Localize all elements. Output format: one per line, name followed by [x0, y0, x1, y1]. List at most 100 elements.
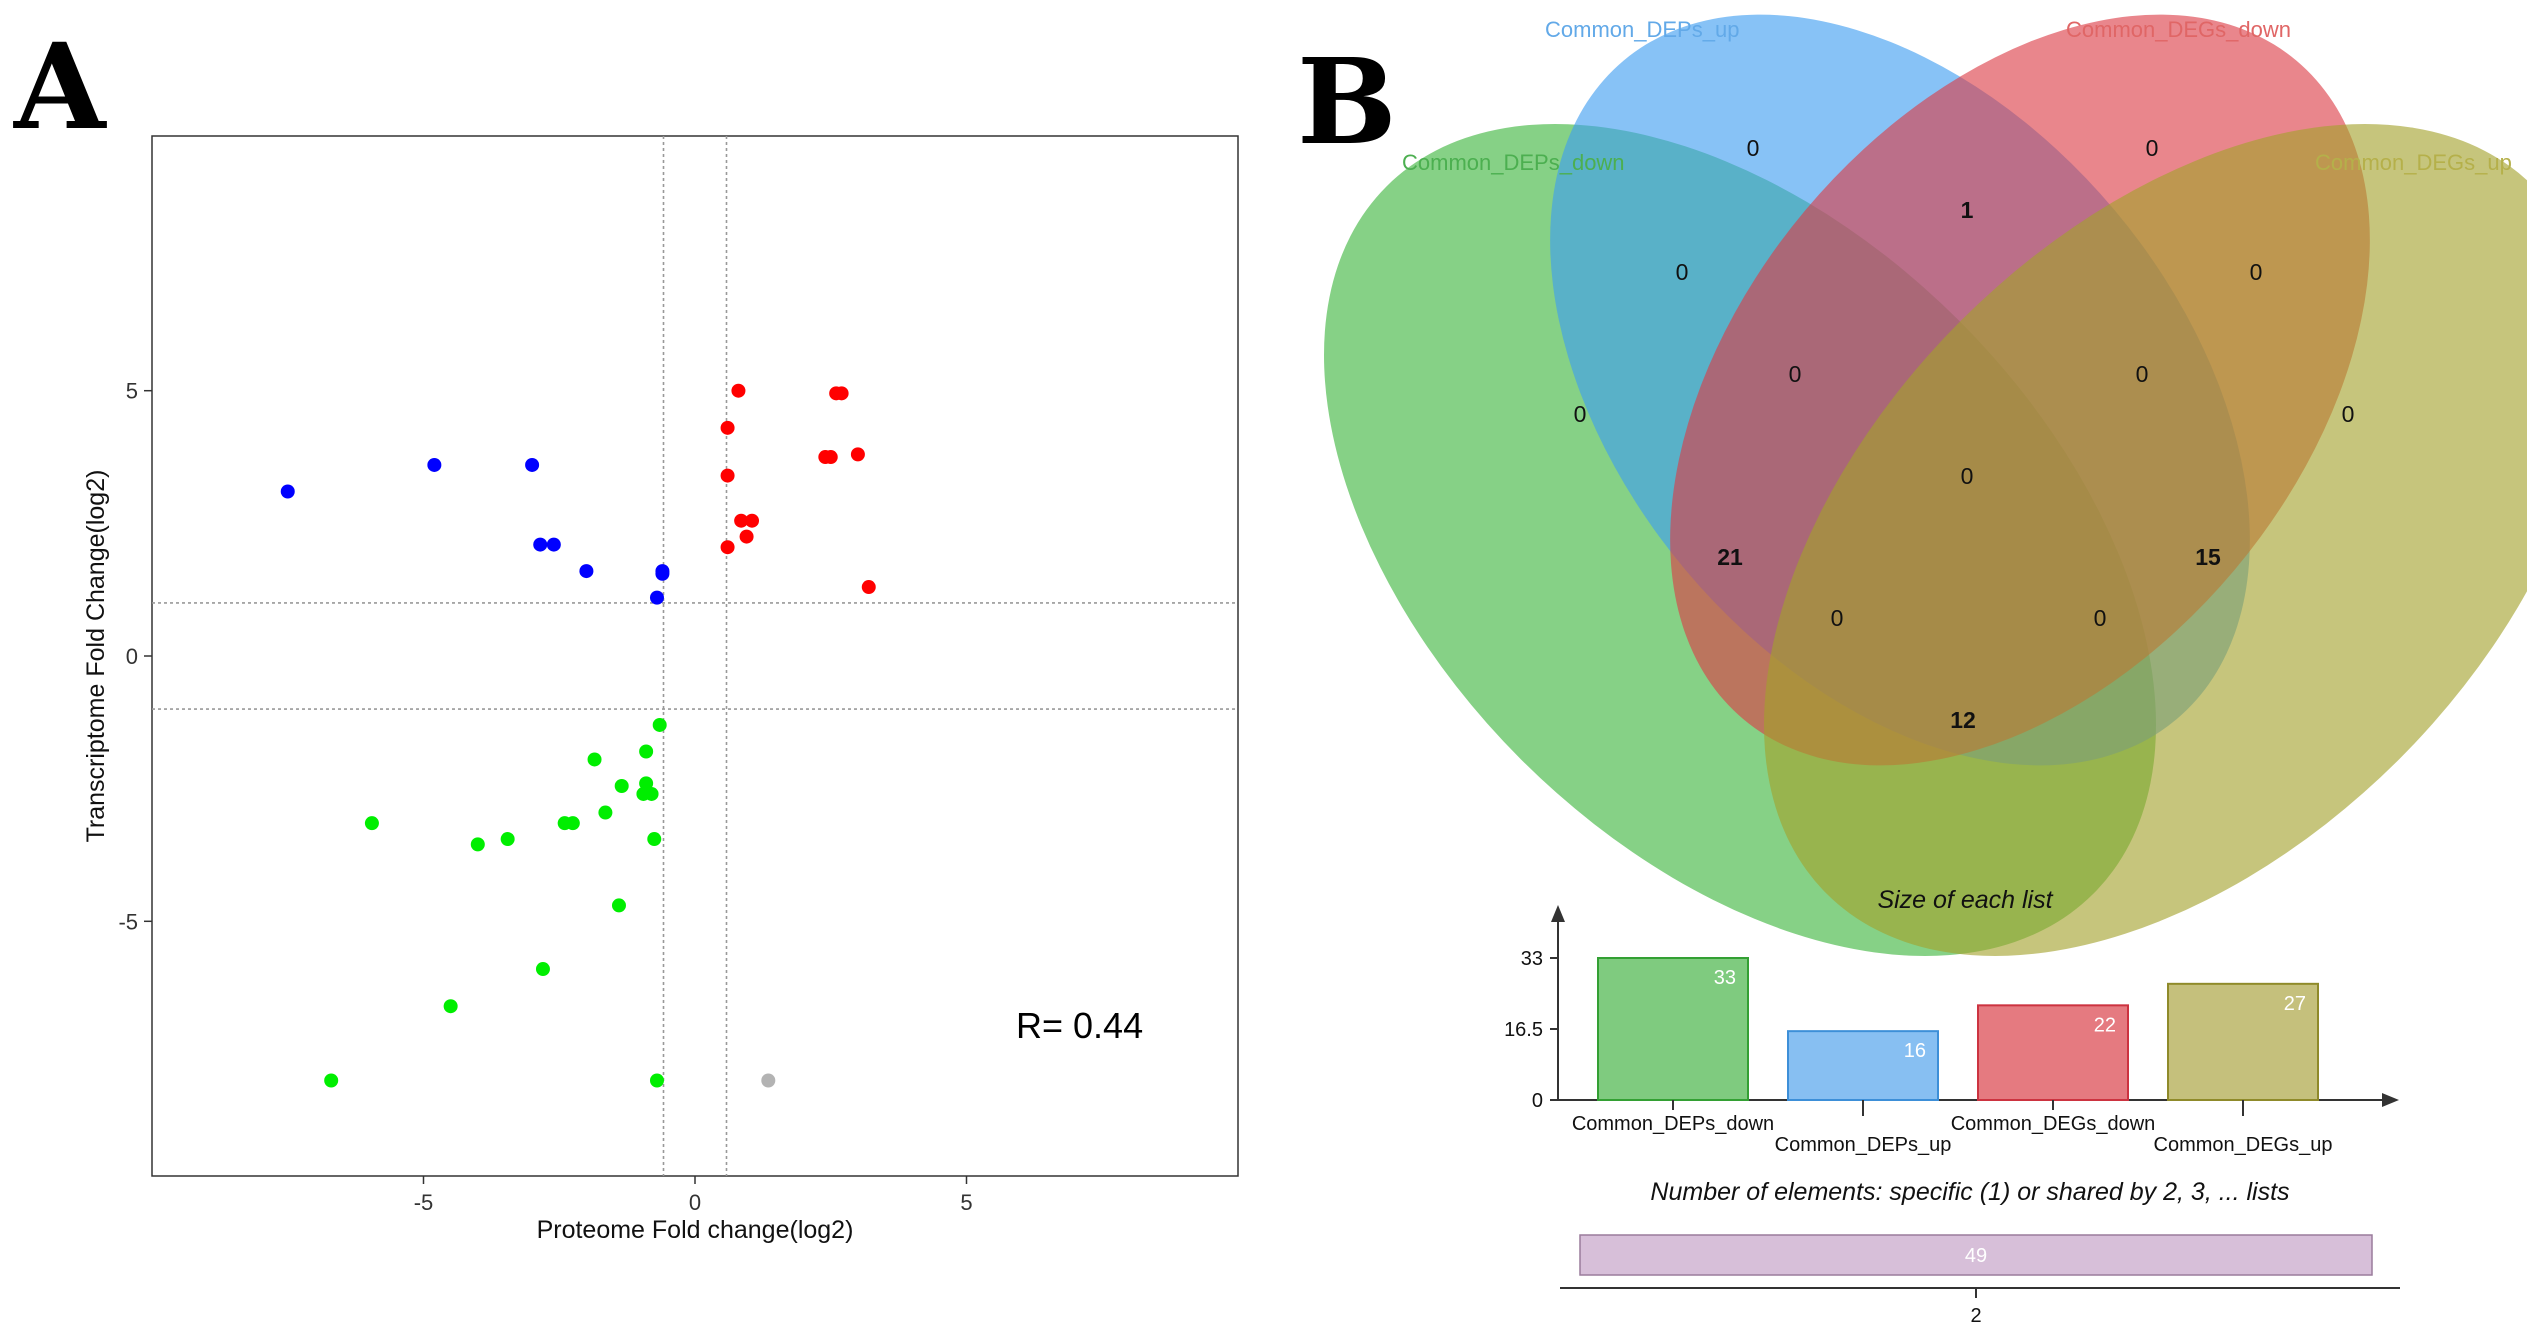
scatter-point-up-up	[823, 450, 838, 465]
scatter-point-up-up	[731, 383, 746, 398]
scatter-point-down-up	[427, 457, 442, 472]
venn-count-deps-down-deps-up-degs-down: 0	[1789, 361, 1802, 387]
list-size-y-tick-label: 33	[1521, 948, 1543, 970]
scatter-point-down-down	[443, 999, 458, 1014]
panel-a-letter: A	[13, 17, 107, 156]
venn-count-deps-down-degs-up: 12	[1950, 707, 1976, 733]
y-tick-label: 0	[126, 644, 138, 669]
scatter-point-up-up	[734, 513, 749, 528]
list-size-category-label: Common_DEGs_up	[2154, 1134, 2333, 1156]
scatter-point-down-up	[533, 537, 548, 552]
scatter-point-down-down	[535, 962, 550, 977]
scatter-point-down-up	[546, 537, 561, 552]
venn-count-deps-down-only: 0	[1574, 401, 1587, 427]
x-tick-label: 0	[689, 1190, 701, 1215]
list-size-title: Size of each list	[1877, 886, 2053, 914]
scatter-point-down-down	[636, 786, 651, 801]
list-size-bar	[1977, 1004, 2129, 1101]
scatter-point-down-down	[652, 717, 667, 732]
axis-ticks: -5 0 5 5 0 -5	[118, 379, 972, 1215]
y-tick-label: -5	[118, 909, 138, 934]
y-tick-label: 5	[126, 379, 138, 404]
set-label-degs-up: Common_DEGs_up	[2315, 150, 2512, 175]
scatter-point-up-up	[739, 529, 754, 544]
venn-ellipse-degs-up	[1764, 124, 2527, 956]
correlation-label: R= 0.44	[1016, 1005, 1143, 1046]
scatter-point-down-down	[500, 832, 515, 847]
list-size-category-label: Common_DEGs_down	[1951, 1113, 2156, 1135]
list-size-bar-value: 16	[1904, 1040, 1926, 1062]
list-size-bars: 33 Common_DEPs_down 16 Common_DEPs_up 22 Comm…	[1572, 957, 2333, 1156]
venn-count-all-four: 0	[1961, 463, 1974, 489]
scatter-point-up-up	[720, 468, 735, 483]
threshold-lines	[152, 136, 1238, 1176]
plot-panel	[151, 135, 1239, 1177]
scatter-point-down-down	[587, 752, 602, 767]
list-size-bar	[1597, 957, 1749, 1101]
scatter-point-down-down	[364, 816, 379, 831]
scatter-point-up-up	[850, 447, 865, 462]
venn-count-deps-down-deps-up-degs-up: 0	[2094, 605, 2107, 631]
x-tick-label: 5	[960, 1190, 972, 1215]
shared-elements-chart: Number of elements: specific (1) or shar…	[1560, 1178, 2400, 1327]
list-size-category-label: Common_DEPs_down	[1572, 1113, 1774, 1135]
set-label-deps-down: Common_DEPs_down	[1402, 150, 1625, 175]
list-size-y-ticks: 33 16.5 0	[1504, 948, 1558, 1112]
shared-elements-title: Number of elements: specific (1) or shar…	[1650, 1178, 2289, 1206]
panel-b-letter: B	[1297, 32, 1397, 171]
list-size-bar-chart: Size of each list 33 16.5 0 33 Common_DEPs_…	[1504, 886, 2399, 1156]
scatter-point-down-down	[639, 776, 654, 791]
scatter-point-down-down	[598, 805, 613, 820]
list-size-bar	[2167, 982, 2319, 1101]
data-points	[280, 383, 876, 1088]
list-size-y-arrow	[1551, 905, 1565, 922]
scatter-point-down-down	[639, 744, 654, 759]
venn-count-deps-down-degs-down: 21	[1717, 544, 1743, 570]
list-size-y-tick-label: 16.5	[1504, 1019, 1543, 1041]
scatter-point-up-up	[861, 580, 876, 595]
venn-count-degs-down-only: 0	[2146, 135, 2159, 161]
venn-count-deps-up-degs-down: 1	[1961, 197, 1974, 223]
x-tick-label: -5	[414, 1190, 434, 1215]
scatter-point-down-up	[655, 566, 670, 581]
shared-elements-bar-value: 49	[1965, 1245, 1987, 1267]
list-size-bar	[1787, 1030, 1939, 1101]
venn-count-deps-up-degs-down-degs-up: 0	[2136, 361, 2149, 387]
scatter-point-down-down	[649, 1073, 664, 1088]
scatter-point-up-up	[745, 513, 760, 528]
set-label-degs-down: Common_DEGs_down	[2066, 17, 2291, 42]
venn-count-deps-up-degs-up: 15	[2195, 544, 2221, 570]
scatter-point-up-up	[720, 540, 735, 555]
scatter-point-down-up	[649, 590, 664, 605]
scatter-point-down-up	[579, 564, 594, 579]
shared-elements-category: 2	[1970, 1305, 1981, 1327]
scatter-point-down-down	[614, 779, 629, 793]
set-label-deps-up: Common_DEPs_up	[1545, 17, 1739, 42]
venn-count-degs-down-degs-up: 0	[2250, 259, 2263, 285]
list-size-category-label: Common_DEPs_up	[1775, 1134, 1952, 1156]
list-size-bar-value: 27	[2284, 993, 2306, 1015]
venn-count-degs-up-only: 0	[2342, 401, 2355, 427]
scatter-point-down-down	[324, 1073, 339, 1088]
y-axis-title: Transcriptome Fold Change(log2)	[82, 470, 110, 843]
list-size-x-arrow	[2382, 1093, 2399, 1107]
scatter-point-up-up	[834, 386, 849, 401]
scatter-point-down-down	[565, 816, 580, 831]
shared-elements-bar	[1579, 1234, 2373, 1276]
x-axis-title: Proteome Fold change(log2)	[537, 1216, 854, 1244]
list-size-bar-value: 33	[1714, 967, 1736, 989]
venn-count-deps-down-degs-down-degs-up: 0	[1831, 605, 1844, 631]
scatter-point-down-up	[280, 484, 295, 499]
venn-count-deps-up-only: 0	[1747, 135, 1760, 161]
list-size-y-tick-label: 0	[1532, 1090, 1543, 1112]
scatter-point-other	[761, 1073, 776, 1088]
venn-diagram: Common_DEPs_down Common_DEPs_up Common_D…	[1324, 14, 2527, 956]
scatter-point-down-down	[647, 832, 662, 847]
scatter-point-down-up	[525, 457, 540, 472]
venn-count-deps-down-deps-up: 0	[1676, 259, 1689, 285]
list-size-bar-value: 22	[2094, 1014, 2116, 1036]
scatter-point-up-up	[720, 420, 735, 435]
scatter-point-down-down	[470, 837, 485, 852]
scatter-plot: -5 0 5 5 0 -5 Proteome Fold change(log2) Tran…	[82, 135, 1239, 1244]
